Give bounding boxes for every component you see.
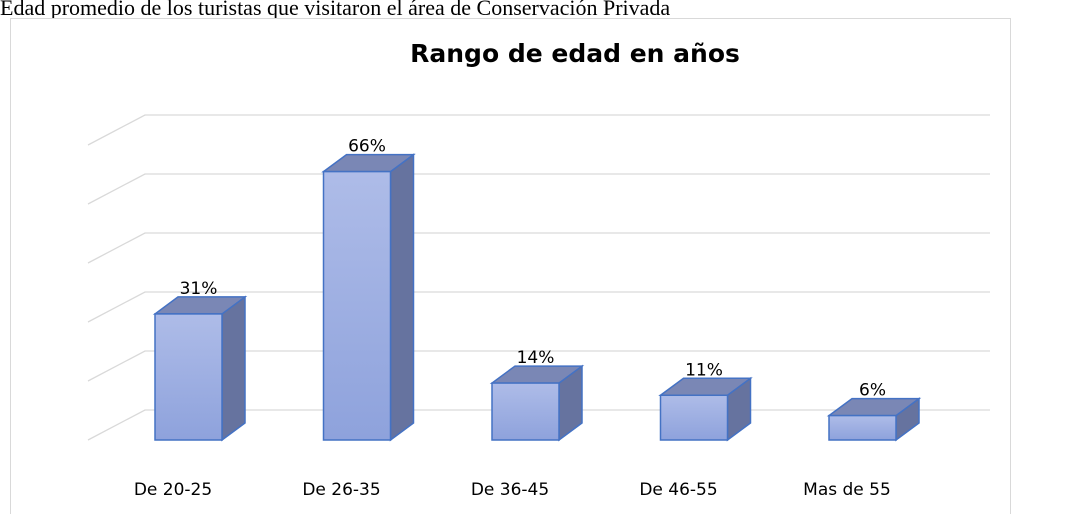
bar <box>154 313 223 441</box>
chart-title: Rango de edad en años <box>410 39 740 68</box>
bar <box>322 170 392 441</box>
bar <box>659 394 729 441</box>
data-label: 6% <box>859 381 886 401</box>
data-label: 31% <box>180 279 218 299</box>
grid-line <box>87 232 990 264</box>
grid-line <box>87 173 990 205</box>
caption: Edad promedio de los turistas que visita… <box>0 0 670 20</box>
x-tick-label: De 20-25 <box>134 480 212 500</box>
bar-side <box>389 153 415 442</box>
bar <box>828 414 897 441</box>
x-tick-label: Mas de 55 <box>803 480 891 500</box>
x-tick-label: De 26-35 <box>302 480 380 500</box>
x-tick-label: De 36-45 <box>471 480 549 500</box>
data-label: 11% <box>685 360 723 380</box>
grid-line <box>87 114 990 146</box>
x-tick-label: De 46-55 <box>639 480 717 500</box>
data-label: 14% <box>517 348 555 368</box>
bar <box>491 382 560 441</box>
grid-line <box>87 291 990 323</box>
bar-side <box>221 295 246 442</box>
grid-line <box>87 350 990 382</box>
data-label: 66% <box>348 137 386 157</box>
